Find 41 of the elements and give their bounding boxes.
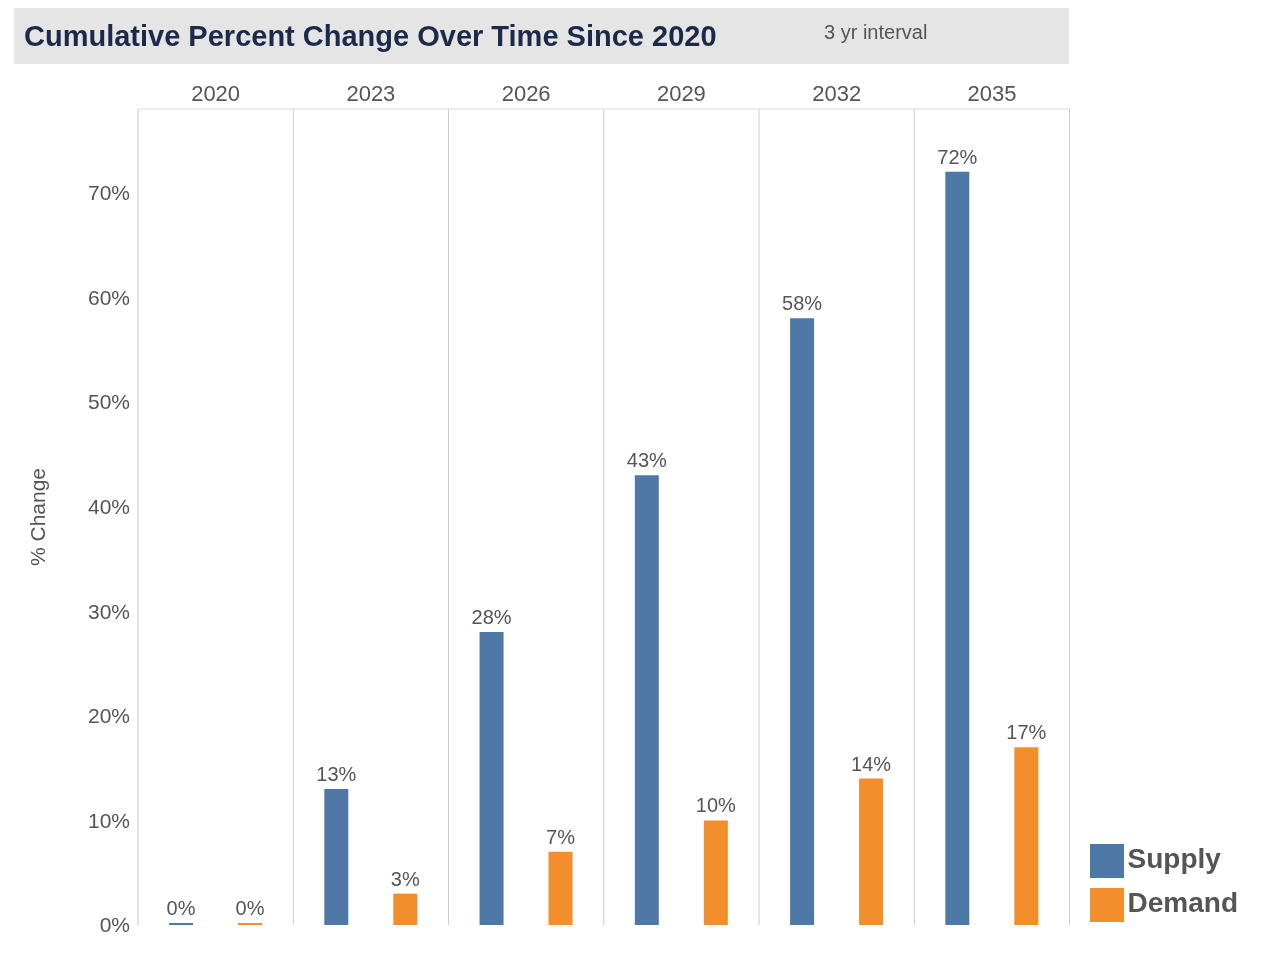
- y-tick-label: 20%: [87, 704, 130, 728]
- data-label: 0%: [235, 897, 265, 919]
- bar: [634, 475, 659, 925]
- bar: [859, 778, 884, 925]
- y-tick-label: 30%: [87, 599, 130, 623]
- chart-subtitle: 3 yr interval: [824, 20, 928, 44]
- data-label: 72%: [937, 145, 978, 168]
- data-label: 3%: [390, 867, 420, 890]
- data-label: 43%: [626, 449, 668, 472]
- bar: [548, 851, 573, 925]
- y-tick-label: 50%: [87, 390, 130, 414]
- legend-label: Supply: [1127, 843, 1221, 874]
- bar: [945, 171, 970, 925]
- x-tick-label: 2032: [812, 81, 862, 106]
- data-label: 28%: [471, 606, 512, 629]
- x-tick-label: 2029: [656, 81, 706, 106]
- data-label: 10%: [695, 794, 737, 817]
- x-tick-label: 2035: [967, 81, 1017, 106]
- y-tick-label: 0%: [99, 913, 130, 937]
- bar: [790, 318, 815, 925]
- bar: [703, 820, 728, 925]
- data-label: 58%: [782, 292, 823, 315]
- bar: [479, 632, 504, 925]
- bar: [1014, 747, 1039, 925]
- x-tick-label: 2023: [346, 81, 396, 106]
- legend-label: Demand: [1127, 887, 1238, 918]
- y-tick-label: 40%: [87, 494, 130, 518]
- x-tick-label: 2020: [191, 81, 241, 106]
- bar: [324, 789, 349, 925]
- x-tick-label: 2026: [501, 81, 551, 106]
- chart-title: Cumulative Percent Change Over Time Since 2020: [24, 19, 718, 53]
- data-label: 7%: [546, 825, 576, 848]
- bar: [393, 893, 418, 925]
- data-label: 13%: [316, 763, 357, 785]
- data-label: 17%: [1006, 721, 1047, 744]
- y-axis-title: % Change: [26, 467, 50, 567]
- y-tick-label: 60%: [87, 285, 130, 309]
- data-label: 14%: [851, 752, 892, 775]
- y-tick-label: 70%: [87, 181, 130, 205]
- y-tick-label: 10%: [87, 808, 130, 832]
- data-label: 0%: [166, 897, 196, 919]
